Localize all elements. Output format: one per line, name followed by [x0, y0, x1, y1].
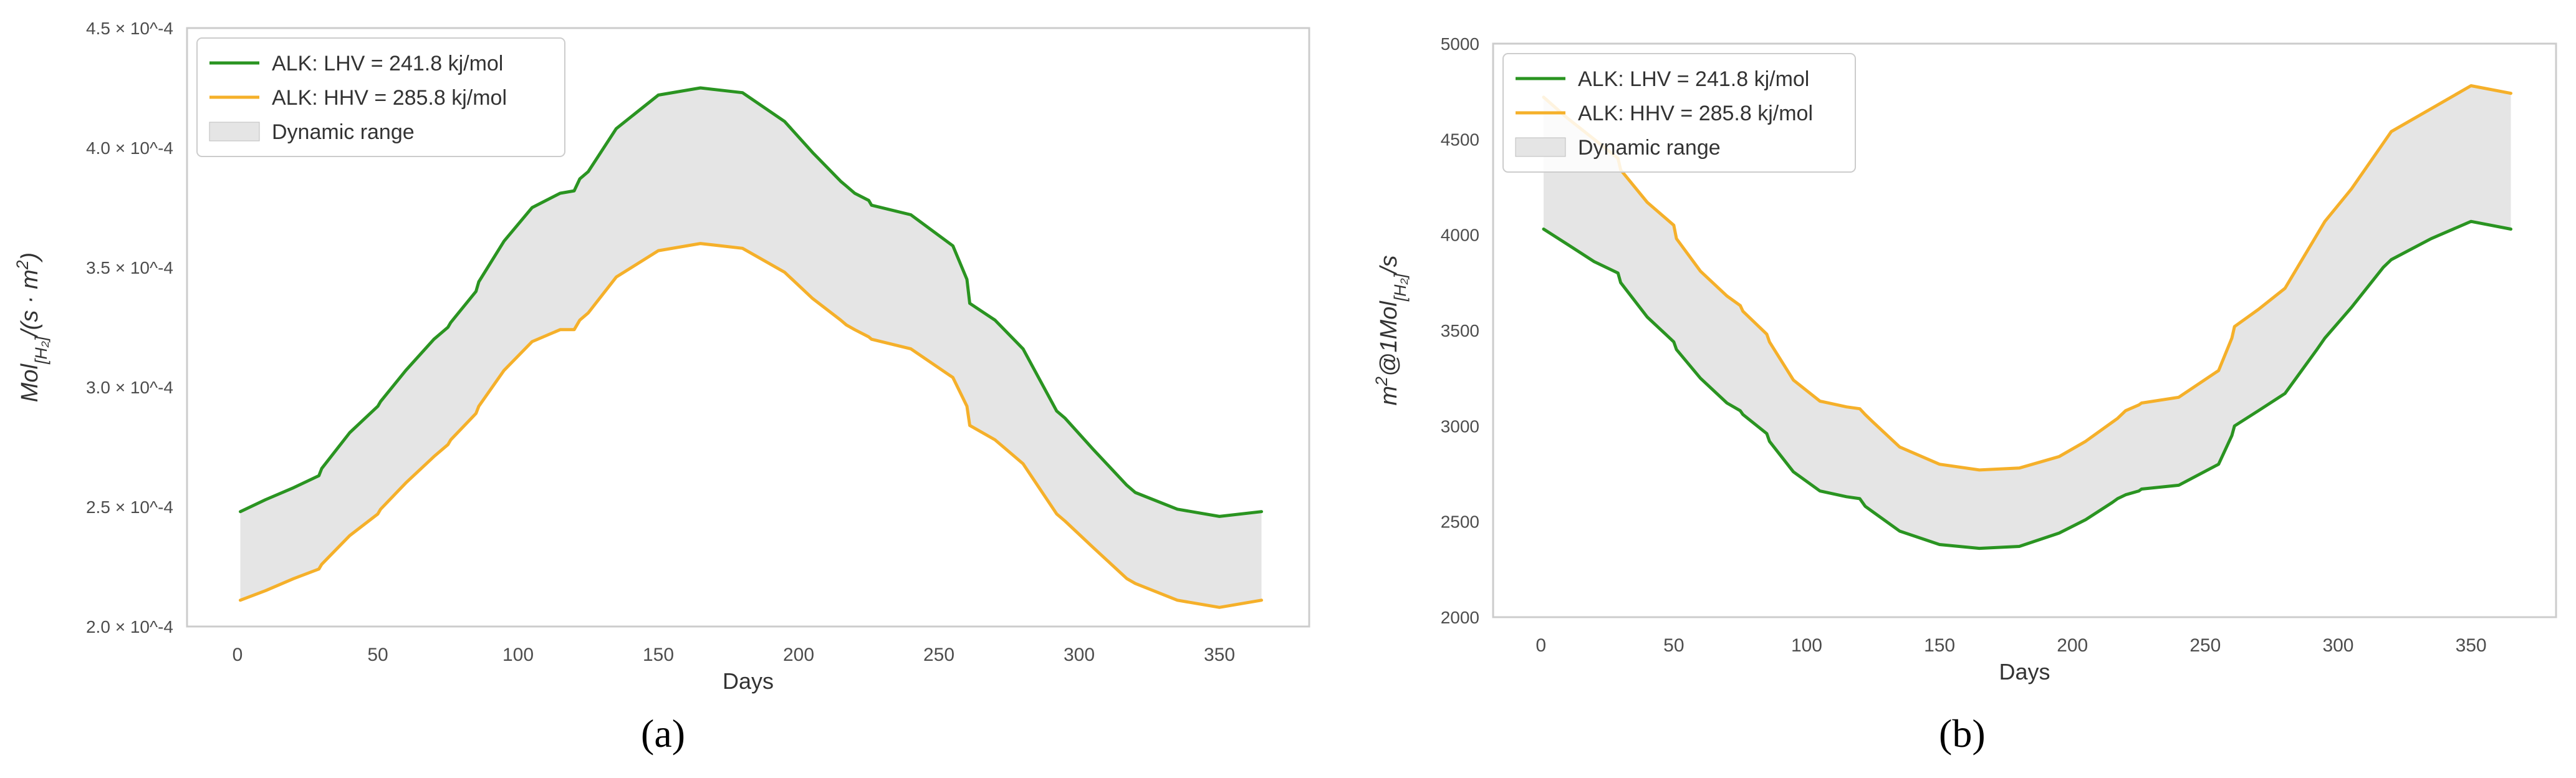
legend-swatch-range-a [209, 122, 260, 142]
x-tick-label-b: 0 [1536, 635, 1546, 656]
y-tick-label-a: 4.5 × 10^-4 [86, 19, 173, 38]
hhv-line-a [239, 242, 1263, 609]
chart-a: 0 50 100 150 200 250 300 350 2.0 × 10^-4 2.5 × 10… [13, 19, 1310, 694]
x-axis-label-b: Days [1999, 659, 2050, 684]
x-tick-label-b: 100 [1791, 635, 1822, 656]
x-tick-label-a: 350 [1204, 645, 1235, 665]
y-tick-label-b: 2500 [1441, 512, 1479, 532]
x-tick-label-b: 150 [1924, 635, 1955, 656]
x-tick-label-b: 50 [1663, 635, 1684, 656]
y-tick-label-a: 2.0 × 10^-4 [86, 617, 173, 636]
legend-swatch-range-b [1515, 137, 1566, 157]
x-tick-label-b: 250 [2189, 635, 2221, 656]
y-tick-label-a: 2.5 × 10^-4 [86, 497, 173, 517]
panel-label-a: (a) [641, 711, 686, 756]
y-tick-label-b: 4000 [1441, 226, 1479, 245]
x-tick-label-a: 150 [643, 645, 674, 665]
y-axis-label-a: Mol[H₂]/(s · m2) [13, 252, 50, 402]
x-tick-label-a: 50 [367, 645, 388, 665]
y-tick-label-b: 2000 [1441, 608, 1479, 627]
panel-label-b: (b) [1939, 711, 1986, 756]
legend-label-b: ALK: LHV = 241.8 kj/mol [1578, 67, 1809, 91]
x-tick-label-a: 200 [783, 645, 814, 665]
y-tick-label-b: 3500 [1441, 321, 1479, 340]
lhv-line-a [239, 86, 1263, 518]
y-tick-label-a: 3.0 × 10^-4 [86, 378, 173, 397]
x-tick-label-a: 100 [502, 645, 534, 665]
x-tick-label-a: 0 [233, 645, 243, 665]
legend-a: ALK: LHV = 241.8 kj/mol ALK: HHV = 285.8 … [196, 37, 565, 157]
legend-label-a: ALK: LHV = 241.8 kj/mol [272, 52, 503, 75]
x-tick-label-b: 200 [2057, 635, 2088, 656]
legend-label-a: Dynamic range [272, 120, 415, 144]
x-axis-label-a: Days [723, 668, 774, 694]
x-tick-label-b: 350 [2456, 635, 2487, 656]
dynamic-range-fill-b [1544, 85, 2511, 549]
y-tick-label-b: 4500 [1441, 130, 1479, 149]
chart-b: 0 50 100 150 200 250 300 350 2000 2500 3000 3500 400… [1372, 34, 2557, 684]
dynamic-range-fill-a [240, 88, 1262, 608]
legend-box-b [1502, 53, 1856, 173]
x-tick-label-a: 300 [1064, 645, 1095, 665]
y-tick-label-b: 3000 [1441, 416, 1479, 436]
hhv-line-b [1542, 84, 2512, 472]
legend-box-a [196, 37, 565, 157]
y-axis-label-b: m2@1Mol[H₂]/s [1372, 255, 1410, 405]
y-tick-label-b: 5000 [1441, 34, 1479, 54]
y-tick-label-a: 3.5 × 10^-4 [86, 258, 173, 277]
legend-label-b: ALK: HHV = 285.8 kj/mol [1578, 102, 1813, 125]
legend-label-b: Dynamic range [1578, 136, 1721, 160]
x-tick-label-a: 250 [923, 645, 954, 665]
legend-b: ALK: LHV = 241.8 kj/mol ALK: HHV = 285.8 … [1502, 53, 1856, 173]
x-tick-label-b: 300 [2322, 635, 2353, 656]
lhv-line-b [1542, 219, 2512, 550]
y-tick-label-a: 4.0 × 10^-4 [86, 138, 173, 158]
legend-label-a: ALK: HHV = 285.8 kj/mol [272, 86, 507, 110]
